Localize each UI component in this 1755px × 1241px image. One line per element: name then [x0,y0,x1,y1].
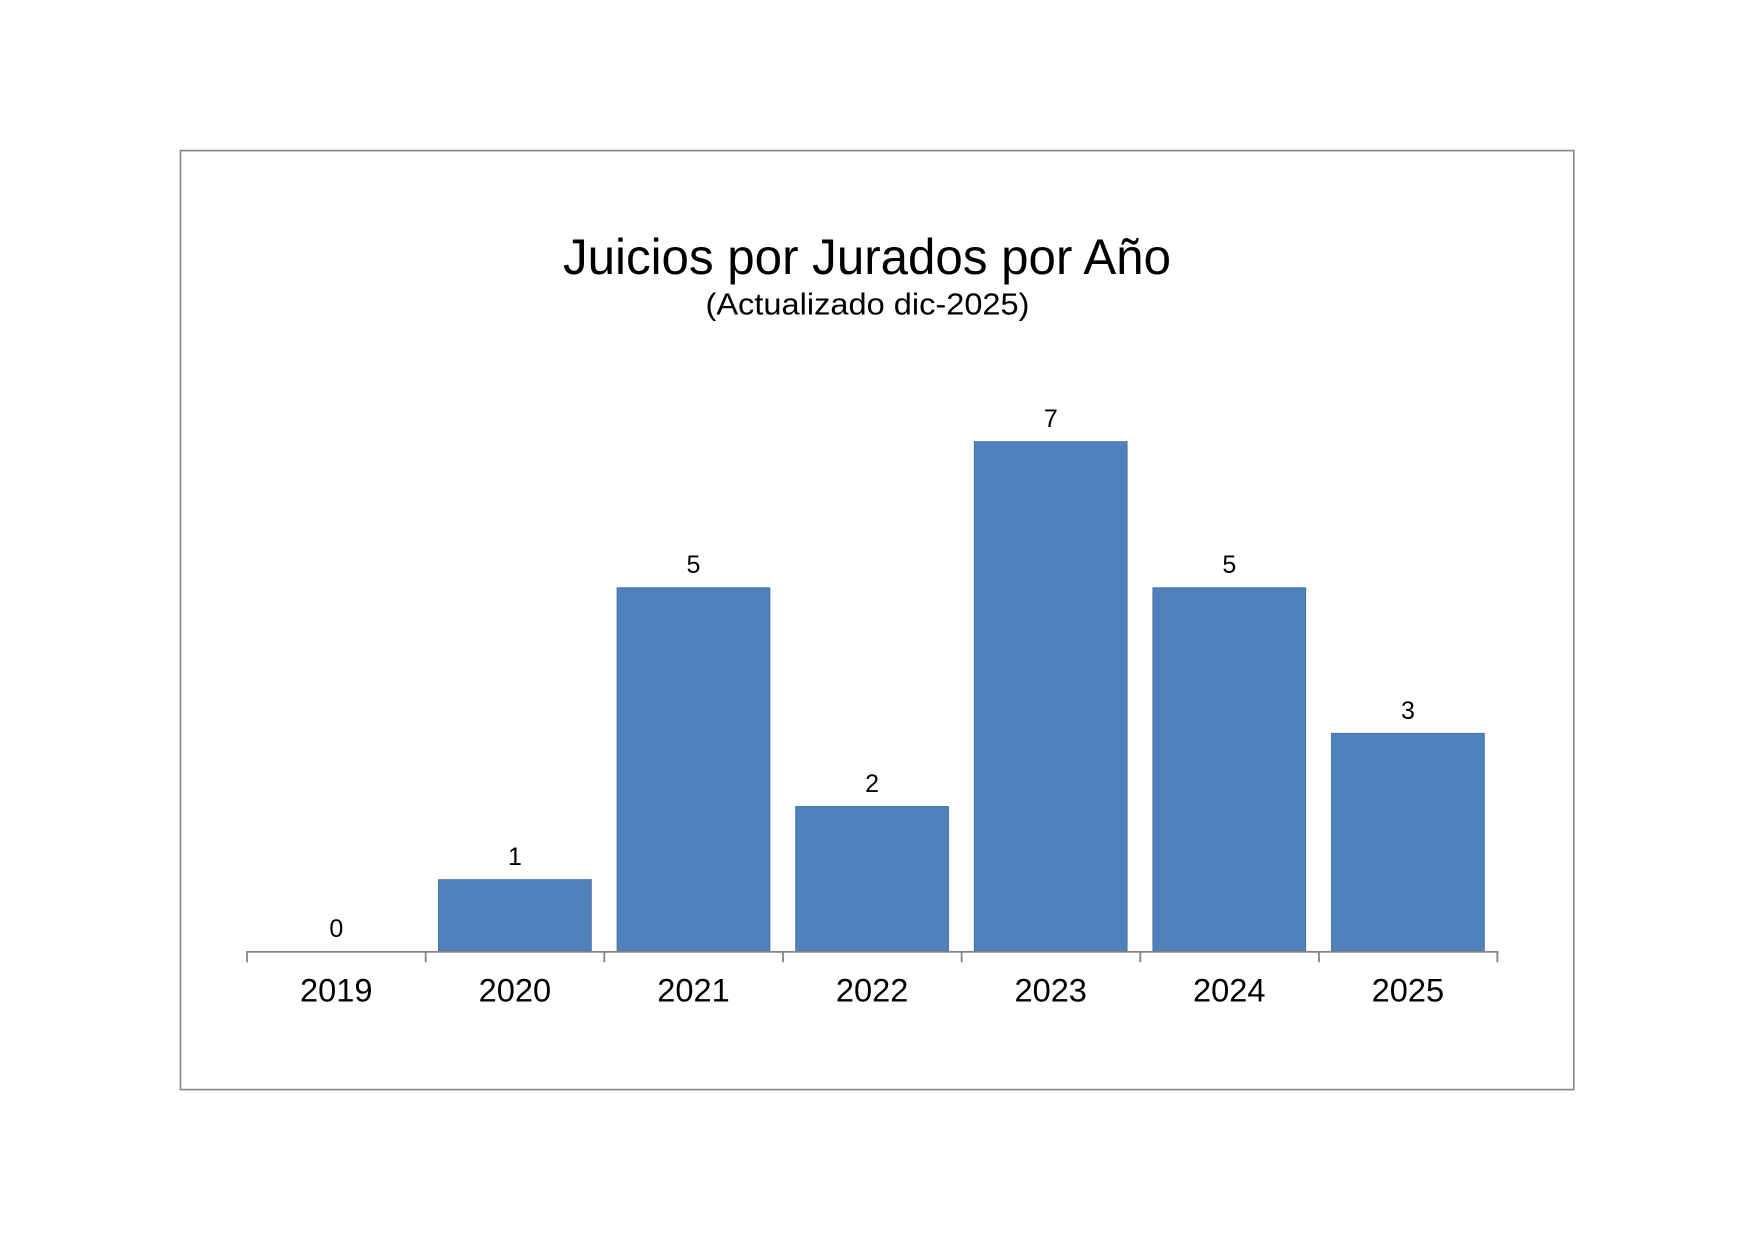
svg-text:5: 5 [1222,551,1236,579]
svg-text:5: 5 [687,551,701,579]
svg-text:2024: 2024 [1193,972,1265,1009]
svg-text:2020: 2020 [479,972,551,1009]
svg-text:2019: 2019 [300,972,372,1009]
svg-text:2021: 2021 [657,972,729,1009]
svg-text:7: 7 [1044,405,1058,433]
svg-text:1: 1 [508,843,522,871]
svg-text:Juicios por Jurados por Año: Juicios por Jurados por Año [563,229,1171,285]
svg-text:(Actualizado dic-2025): (Actualizado dic-2025) [706,286,1030,321]
svg-text:3: 3 [1401,697,1415,725]
svg-text:2: 2 [865,770,879,798]
svg-text:0: 0 [329,915,343,943]
svg-text:2023: 2023 [1014,972,1086,1009]
svg-text:2022: 2022 [836,972,908,1009]
svg-text:2025: 2025 [1372,972,1444,1009]
